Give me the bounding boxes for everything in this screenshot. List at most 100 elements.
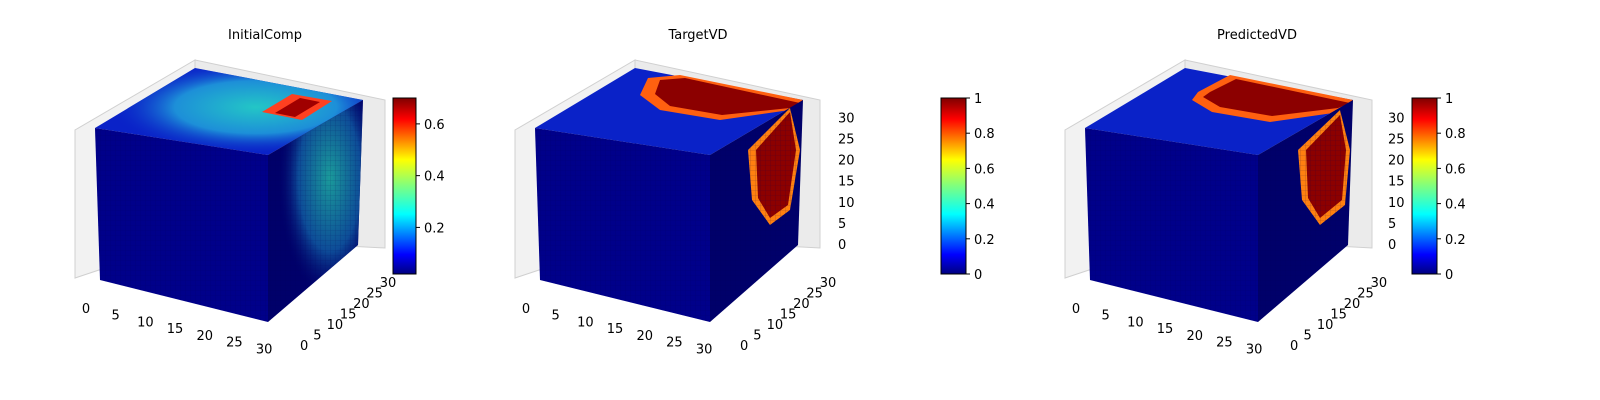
colorbar-tick-label: 0 (974, 268, 982, 283)
cube-top-shading (95, 68, 363, 155)
colorbar-tick-label: 0.8 (1445, 127, 1466, 142)
cube-front-grid (95, 128, 268, 322)
colorbar-tick-label: 0.6 (424, 118, 445, 133)
colorbar-tick-label: 0.8 (974, 127, 995, 142)
y-tick-label: 5 (753, 329, 761, 344)
x-tick-labels: 0 5 10 15 20 25 30 (82, 302, 273, 357)
x-tick-label: 15 (1157, 322, 1174, 337)
z-tick-label: 5 (1388, 217, 1396, 232)
x-tick-label: 0 (82, 302, 90, 317)
z-tick-label: 15 (1388, 175, 1405, 190)
y-tick-label: 25 (806, 287, 823, 302)
cube-right-grid (1258, 100, 1353, 322)
y-tick-label: 0 (1290, 339, 1298, 354)
y-tick-label: 20 (353, 297, 370, 312)
colorbar-tick-label: 0.4 (974, 198, 995, 213)
y-tick-label: 0 (740, 339, 748, 354)
chart-title: InitialComp (228, 28, 302, 43)
fill-region-top (1203, 79, 1350, 116)
colorbar-tick-label: 0.2 (1445, 233, 1466, 248)
colorbar (1411, 97, 1438, 275)
colorbar-tick-label: 0.2 (974, 233, 995, 248)
z-tick-labels: 0 5 10 15 20 25 30 (838, 111, 855, 253)
colorbar-tick-labels: 0.2 0.4 0.6 (416, 118, 445, 236)
x-tick-labels: 0 5 10 15 20 25 30 (1072, 302, 1263, 357)
top-highlight-core (275, 98, 320, 117)
cube-front-grid (535, 128, 710, 322)
x-tick-label: 10 (1127, 315, 1144, 330)
colorbar-tick-labels: 0 0.2 0.4 0.6 0.8 1 (966, 92, 995, 283)
colorbar-tick-label: 1 (1445, 92, 1453, 107)
z-tick-label: 20 (1388, 154, 1405, 169)
y-tick-label: 5 (313, 329, 321, 344)
colorbar-tick-label: 0.6 (974, 162, 995, 177)
y-tick-label: 0 (300, 339, 308, 354)
x-tick-label: 30 (1246, 342, 1263, 357)
x-tick-label: 30 (696, 342, 713, 357)
x-tick-label: 20 (196, 329, 213, 344)
cube-right-grid (268, 100, 363, 322)
z-tick-label: 30 (1388, 111, 1405, 126)
colorbar (940, 97, 967, 275)
colorbar-tick-label: 1 (974, 92, 982, 107)
colorbar-tick-labels: 0 0.2 0.4 0.6 0.8 1 (1437, 92, 1466, 283)
y-tick-label: 20 (1344, 297, 1361, 312)
chart-title: TargetVD (667, 28, 727, 43)
z-tick-label: 25 (838, 133, 855, 148)
x-tick-label: 10 (577, 315, 594, 330)
x-tick-label: 15 (167, 322, 184, 337)
x-tick-label: 30 (256, 342, 273, 357)
cube-right-grid (710, 100, 803, 322)
z-tick-label: 15 (838, 175, 855, 190)
colorbar-tick-label: 0.2 (424, 221, 445, 236)
colorbar-tick-label: 0.4 (424, 170, 445, 185)
colorbar-tick-label: 0.6 (1445, 162, 1466, 177)
x-tick-label: 5 (552, 309, 560, 324)
cube-front-grid (1085, 128, 1258, 322)
x-tick-label: 0 (1072, 302, 1080, 317)
y-tick-label: 10 (1317, 318, 1334, 333)
y-tick-label: 10 (767, 318, 784, 333)
colorbar (392, 97, 417, 275)
y-tick-label: 25 (366, 287, 383, 302)
x-tick-labels: 0 5 10 15 20 25 30 (522, 302, 713, 357)
x-tick-label: 5 (1102, 309, 1110, 324)
z-tick-label: 10 (1388, 196, 1405, 211)
x-tick-label: 25 (666, 336, 683, 351)
x-tick-label: 20 (636, 329, 653, 344)
fill-region-top (655, 78, 800, 115)
z-tick-label: 20 (838, 154, 855, 169)
y-tick-label: 30 (820, 276, 837, 291)
y-tick-label: 15 (1330, 308, 1347, 323)
y-tick-label: 30 (380, 276, 397, 291)
z-tick-label: 0 (838, 238, 846, 253)
z-tick-label: 25 (1388, 133, 1405, 148)
y-tick-label: 5 (1303, 329, 1311, 344)
z-tick-label: 5 (838, 217, 846, 232)
z-tick-label: 0 (1388, 238, 1396, 253)
y-tick-label: 25 (1357, 287, 1374, 302)
x-tick-label: 15 (607, 322, 624, 337)
chart-title: PredictedVD (1217, 28, 1297, 43)
x-tick-label: 25 (226, 336, 243, 351)
z-tick-label: 30 (838, 111, 855, 126)
x-tick-label: 25 (1216, 336, 1233, 351)
colorbar-tick-label: 0.4 (1445, 198, 1466, 213)
y-tick-label: 15 (340, 308, 357, 323)
y-tick-label: 20 (793, 297, 810, 312)
colorbar-tick-label: 0 (1445, 268, 1453, 283)
x-tick-label: 20 (1186, 329, 1203, 344)
x-tick-label: 0 (522, 302, 530, 317)
y-tick-label: 15 (780, 308, 797, 323)
z-tick-labels: 0 5 10 15 20 25 30 (1388, 111, 1405, 253)
x-tick-label: 10 (137, 315, 154, 330)
y-tick-label: 30 (1371, 276, 1388, 291)
z-tick-label: 10 (838, 196, 855, 211)
